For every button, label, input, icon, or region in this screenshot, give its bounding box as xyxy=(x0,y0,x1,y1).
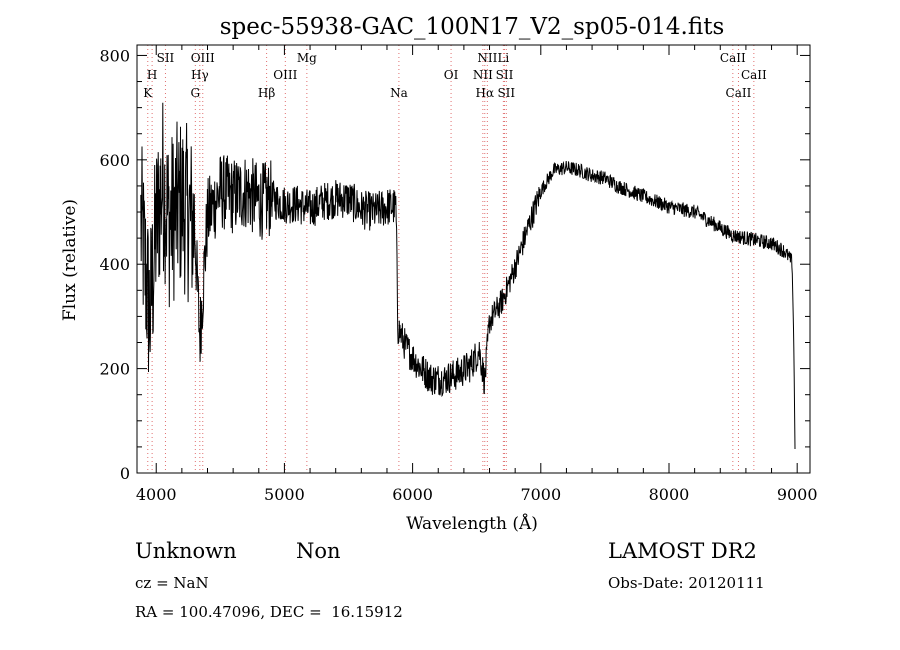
y-tick-label: 800 xyxy=(99,46,130,65)
x-tick-label: 5000 xyxy=(264,485,305,504)
spectral-line-markers xyxy=(147,45,755,473)
spectral-line-label: SII xyxy=(157,51,175,65)
spectral-line-label: Hγ xyxy=(191,68,209,82)
spectral-line-label: Mg xyxy=(297,51,317,65)
spectral-line-label: CaII xyxy=(726,86,752,100)
spectral-line-label: NII xyxy=(477,51,497,65)
spectral-line-label: OIII xyxy=(273,68,297,82)
spectral-line-label: SII xyxy=(496,68,514,82)
x-tick-label: 7000 xyxy=(520,485,561,504)
spectral-line-label: K xyxy=(143,86,153,100)
chart-title: spec-55938-GAC_100N17_V2_sp05-014.fits xyxy=(220,14,725,40)
plot-frame xyxy=(136,44,811,474)
spectral-line-label: Li xyxy=(497,51,509,65)
spectrum-series-line xyxy=(140,102,796,450)
class-label: Unknown xyxy=(135,539,237,563)
y-tick-label: 600 xyxy=(99,151,130,170)
spectral-line-label: H xyxy=(147,68,157,82)
ra-dec-text: RA = 100.47096, DEC = 16.15912 xyxy=(135,603,403,621)
spectral-line-label: Na xyxy=(390,86,408,100)
spectral-line-label: SII xyxy=(497,86,515,100)
x-tick-label: 8000 xyxy=(649,485,690,504)
spectral-line-label: NII xyxy=(473,68,493,82)
spectral-line-label: Hβ xyxy=(258,86,275,100)
spectral-line-label: OI xyxy=(444,68,459,82)
subclass-label: Non xyxy=(296,539,341,563)
x-tick-label: 4000 xyxy=(136,485,177,504)
y-tick-label: 200 xyxy=(99,360,130,379)
obs-date-text: Obs-Date: 20120111 xyxy=(608,574,765,592)
y-tick-label: 0 xyxy=(120,464,130,483)
x-axis: 4000 5000 6000 7000 8000 9000 xyxy=(136,45,818,504)
survey-label: LAMOST DR2 xyxy=(608,539,757,563)
spectral-line-label: G xyxy=(191,86,201,100)
y-tick-label: 400 xyxy=(99,255,130,274)
x-axis-label: Wavelength (Å) xyxy=(406,513,538,534)
spectral-line-label: OIII xyxy=(191,51,215,65)
x-tick-label: 9000 xyxy=(777,485,818,504)
redshift-text: cz = NaN xyxy=(135,574,209,592)
y-axis: 0 200 400 600 800 xyxy=(99,46,810,483)
spectral-line-label: Hα xyxy=(475,86,494,100)
x-tick-label: 6000 xyxy=(392,485,433,504)
spectral-line-label: CaII xyxy=(741,68,767,82)
y-axis-label: Flux (relative) xyxy=(60,199,80,321)
spectral-line-label: CaII xyxy=(720,51,746,65)
